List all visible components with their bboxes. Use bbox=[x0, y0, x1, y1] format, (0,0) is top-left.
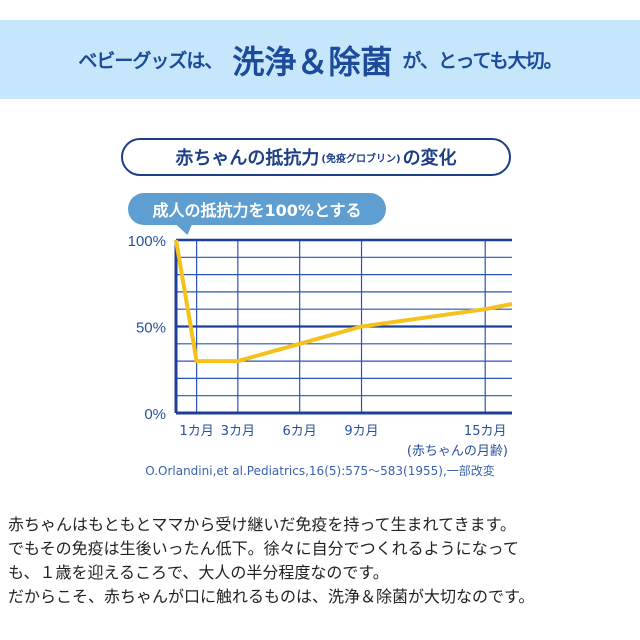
x-tick-label: 1カ月 bbox=[179, 424, 213, 439]
banner-highlight: 洗浄＆除菌 bbox=[232, 42, 393, 81]
x-axis-label: (赤ちゃんの月齢) bbox=[407, 444, 508, 459]
banner-suffix: が、とっても大切。 bbox=[402, 50, 562, 72]
citation: O.Orlandini,et al.Pediatrics,16(5):575〜5… bbox=[145, 464, 495, 478]
body-line: も、１歳を迎えるころで、大人の半分程度なのです。 bbox=[8, 563, 389, 582]
body-line: だからこそ、赤ちゃんが口に触れるものは、洗浄＆除菌が大切なのです。 bbox=[8, 587, 535, 606]
y-tick-label: 0% bbox=[144, 406, 166, 423]
banner-prefix: ベビーグッズは、 bbox=[78, 50, 223, 72]
chart-title-note: (免疫グロブリン) bbox=[321, 153, 401, 165]
chart-title-main: 赤ちゃんの抵抗力 bbox=[175, 148, 320, 169]
x-tick-label: 3カ月 bbox=[221, 424, 255, 439]
y-tick-label: 100% bbox=[128, 233, 166, 250]
body-line: 赤ちゃんはもともとママから受け継いだ免疫を持って生まれてきます。 bbox=[8, 515, 517, 534]
x-tick-label: 6カ月 bbox=[283, 424, 317, 439]
body-text: 赤ちゃんはもともとママから受け継いだ免疫を持って生まれてきます。 でもその免疫は… bbox=[8, 513, 640, 609]
y-tick-label: 50% bbox=[136, 320, 166, 337]
x-tick-label: 15カ月 bbox=[464, 424, 507, 439]
header-banner: ベビーグッズは、 洗浄＆除菌 が、とっても大切。 bbox=[0, 20, 640, 99]
x-tick-label: 9カ月 bbox=[344, 424, 378, 439]
callout-bubble: 成人の抵抗力を100%とする bbox=[128, 193, 386, 225]
body-line: でもその免疫は生後いったん低下。徐々に自分でつくれるようになって bbox=[8, 539, 519, 558]
series-line bbox=[174, 239, 513, 364]
chart-title: 赤ちゃんの抵抗力 (免疫グロブリン) の変化 bbox=[121, 138, 511, 176]
callout-text: 成人の抵抗力を100%とする bbox=[152, 201, 362, 220]
chart-title-tail: の変化 bbox=[402, 148, 457, 169]
